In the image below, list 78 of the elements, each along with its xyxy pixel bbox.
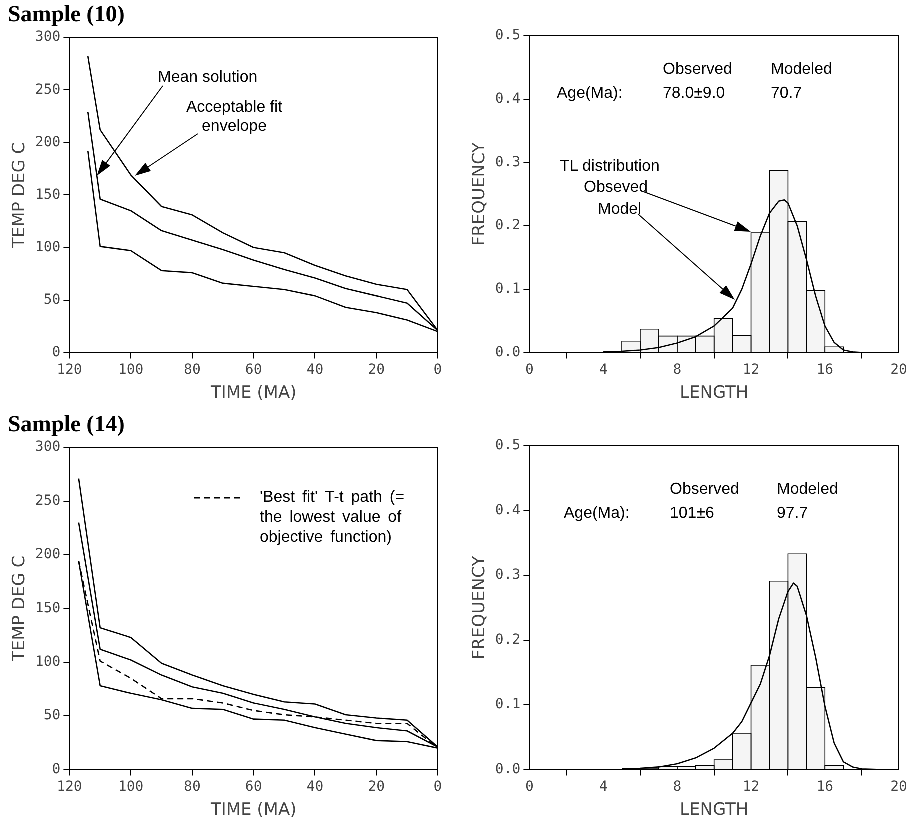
annotation: Observed [670,480,740,499]
y-tick-label: 0.5 [495,28,521,44]
y-tick-label: 0.2 [495,632,521,648]
y-axis-title: TEMP DEG C [10,142,30,250]
x-tick-label: 40 [306,362,324,378]
x-tick-label: 0 [525,362,534,378]
annotation: Acceptable fit envelope [185,98,284,136]
x-axis-title: TIME (MA) [210,383,297,404]
chart-title: Sample (10) [8,2,125,27]
x-tick-label: 12 [742,362,760,378]
y-tick-label: 0 [52,344,61,360]
y-tick-label: 50 [44,708,61,724]
annotation: Obseved [584,178,648,197]
y-tick-label: 0 [52,761,61,778]
annotation: 70.7 [771,84,802,103]
x-tick-label: 8 [673,362,682,378]
annotation: Modeled [777,480,838,499]
y-tick-label: 0.0 [495,761,521,778]
y-tick-label: 0.5 [495,438,521,454]
x-tick-label: 60 [245,362,262,378]
annotation: Modeled [771,60,832,79]
x-tick-label: 8 [673,778,682,795]
y-tick-label: 50 [44,292,61,308]
y-tick-label: 250 [35,492,61,509]
y-axis-title: TEMP DEG C [10,556,30,663]
y-tick-label: 150 [35,600,61,616]
x-tick-label: 120 [57,778,82,795]
x-tick-label: 16 [816,778,834,795]
x-tick-label: 20 [368,778,386,795]
annotation: Mean solution [158,68,258,87]
y-tick-label: 0.1 [495,281,521,298]
x-tick-label: 16 [816,362,834,378]
x-axis-title: LENGTH [680,383,749,404]
x-tick-label: 4 [599,362,608,378]
x-tick-label: 40 [306,778,324,795]
x-tick-label: 4 [599,778,608,795]
y-tick-label: 0.4 [495,502,521,518]
x-tick-label: 60 [245,778,262,795]
annotation: TL distribution [560,157,660,176]
legend-label: 'Best fit' T-t path (= the lowest value of objective function) [260,488,406,548]
annotation: 78.0±9.0 [663,84,726,103]
y-tick-label: 0.3 [495,154,521,170]
y-tick-label: 0.3 [495,567,521,584]
y-tick-label: 300 [35,439,61,456]
y-tick-label: 0.0 [495,344,521,360]
y-tick-label: 0.2 [495,218,521,234]
x-tick-label: 100 [118,362,144,378]
x-tick-label: 0 [434,362,442,378]
x-tick-label: 80 [184,778,201,795]
y-tick-label: 250 [35,82,61,98]
annotation: 101±6 [670,504,714,523]
y-tick-label: 150 [35,186,61,203]
x-axis-title: LENGTH [680,800,749,820]
y-tick-label: 100 [35,654,61,670]
x-axis-title: TIME (MA) [210,800,297,820]
y-axis-title: FREQUENCY [470,142,490,246]
x-tick-label: 120 [57,362,82,378]
x-tick-label: 100 [118,778,144,795]
x-tick-label: 0 [434,778,442,795]
annotation: Observed [663,60,732,79]
chart-title: Sample (14) [8,412,125,437]
y-tick-label: 0.4 [495,91,521,107]
x-tick-label: 12 [742,778,760,795]
annotation: Model [598,200,642,219]
x-tick-label: 0 [525,778,534,795]
x-tick-label: 20 [368,362,386,378]
annotation: Age(Ma): [557,84,623,103]
y-tick-label: 200 [35,134,61,150]
annotation: Age(Ma): [564,504,630,523]
annotation: 97.7 [777,504,808,523]
y-axis-title: FREQUENCY [470,556,490,660]
y-tick-label: 0.1 [495,696,521,713]
y-tick-label: 300 [35,29,61,46]
x-tick-label: 20 [890,362,908,378]
y-tick-label: 100 [35,239,61,256]
y-tick-label: 200 [35,546,61,563]
x-tick-label: 20 [890,778,908,795]
x-tick-label: 80 [184,362,201,378]
